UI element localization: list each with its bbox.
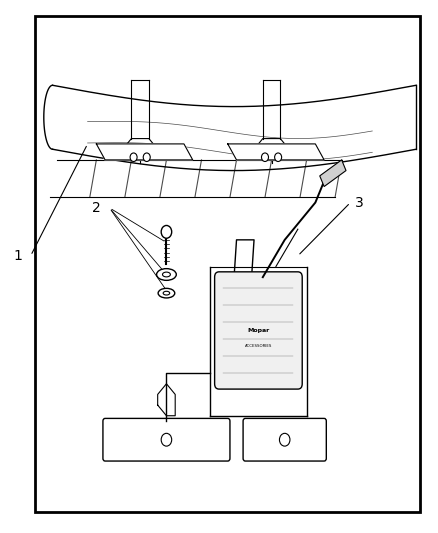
Polygon shape (96, 144, 193, 160)
Text: Mopar: Mopar (247, 328, 269, 333)
Text: 1: 1 (13, 249, 22, 263)
FancyBboxPatch shape (243, 418, 326, 461)
Text: ACCESSORIES: ACCESSORIES (245, 344, 272, 349)
Circle shape (161, 433, 172, 446)
Circle shape (161, 225, 172, 238)
Ellipse shape (157, 269, 176, 280)
Ellipse shape (162, 272, 170, 277)
Circle shape (261, 153, 268, 161)
Polygon shape (320, 160, 346, 187)
FancyBboxPatch shape (215, 272, 302, 389)
Circle shape (275, 153, 282, 161)
FancyBboxPatch shape (103, 418, 230, 461)
Text: 3: 3 (355, 196, 364, 209)
Circle shape (130, 153, 137, 161)
Circle shape (143, 153, 150, 161)
Polygon shape (228, 240, 254, 373)
Circle shape (279, 433, 290, 446)
Bar (35, 16, 420, 512)
Ellipse shape (163, 291, 170, 295)
Ellipse shape (158, 288, 175, 298)
Polygon shape (228, 144, 324, 160)
Text: 2: 2 (92, 201, 101, 215)
